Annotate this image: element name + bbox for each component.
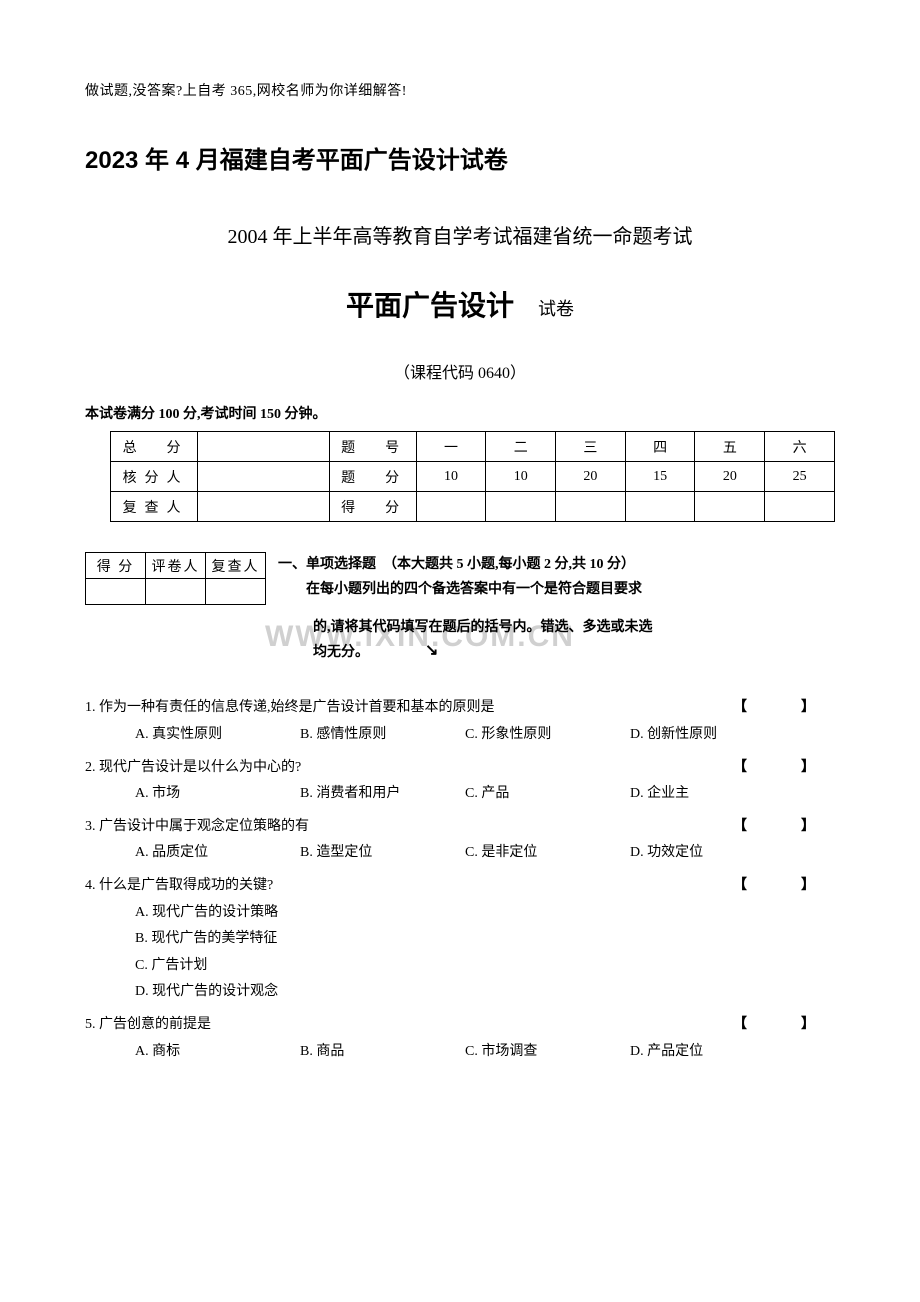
question-2: 2. 现代广告设计是以什么为中心的? 【 】 A. 市场 B. 消费者和用户 C… (85, 755, 835, 808)
course-line: 平面广告设计 试卷 (85, 284, 835, 324)
question-text: 3. 广告设计中属于观念定位策略的有 (85, 814, 733, 841)
cell (625, 492, 695, 522)
option-c: C. 是非定位 (465, 840, 630, 867)
cell (556, 492, 626, 522)
answer-bracket: 【 】 (733, 1012, 835, 1039)
answer-bracket: 【 】 (733, 695, 835, 722)
option-a: A. 市场 (135, 781, 300, 808)
table-row (86, 579, 266, 605)
cell (695, 492, 765, 522)
options-row: A. 市场 B. 消费者和用户 C. 产品 D. 企业主 (85, 781, 835, 808)
option-d: D. 创新性原则 (630, 722, 795, 749)
cell: 15 (625, 462, 695, 492)
options-row: A. 商标 B. 商品 C. 市场调查 D. 产品定位 (85, 1039, 835, 1066)
grader-table: 得 分 评卷人 复查人 (85, 552, 266, 605)
cell: 10 (416, 462, 486, 492)
table-row: 得 分 评卷人 复查人 (86, 553, 266, 579)
course-type: 试卷 (538, 299, 574, 319)
section-inst-line: 均无分。 (313, 640, 835, 665)
cell-empty (86, 579, 146, 605)
option-a: A. 现代广告的设计策略 (135, 900, 835, 927)
option-a: A. 真实性原则 (135, 722, 300, 749)
answer-bracket: 【 】 (733, 755, 835, 782)
cell: 五 (695, 432, 765, 462)
cell (765, 492, 835, 522)
option-d: D. 产品定位 (630, 1039, 795, 1066)
question-3: 3. 广告设计中属于观念定位策略的有 【 】 A. 品质定位 B. 造型定位 C… (85, 814, 835, 867)
section-instructions: 一、单项选择题 （本大题共 5 小题,每小题 2 分,共 10 分） 在每小题列… (278, 552, 835, 602)
cell (416, 492, 486, 522)
option-b: B. 消费者和用户 (300, 781, 465, 808)
exam-subtitle: 2004 年上半年高等教育自学考试福建省统一命题考试 (85, 220, 835, 249)
option-a: A. 品质定位 (135, 840, 300, 867)
course-name: 平面广告设计 (346, 290, 514, 321)
answer-bracket: 【 】 (733, 814, 835, 841)
option-d: D. 现代广告的设计观念 (135, 979, 835, 1006)
course-code: （课程代码 0640） (85, 359, 835, 383)
option-d: D. 功效定位 (630, 840, 795, 867)
main-title: 2023 年 4 月福建自考平面广告设计试卷 (85, 140, 835, 175)
question-text: 5. 广告创意的前提是 (85, 1012, 733, 1039)
cell-reviewer: 复查人 (206, 553, 266, 579)
cell-score: 得 分 (86, 553, 146, 579)
cell: 10 (486, 462, 556, 492)
cell-reviewer-label: 复查人 (111, 492, 198, 522)
question-5: 5. 广告创意的前提是 【 】 A. 商标 B. 商品 C. 市场调查 D. 产… (85, 1012, 835, 1065)
section-header-row: 得 分 评卷人 复查人 一、单项选择题 （本大题共 5 小题,每小题 2 分,共… (85, 552, 835, 605)
cell-obtained-score-label: 得 分 (329, 492, 416, 522)
arrow-mark: ↘ (425, 637, 438, 666)
cell-empty (198, 492, 329, 522)
option-b: B. 现代广告的美学特征 (135, 926, 835, 953)
cell: 25 (765, 462, 835, 492)
cell: 一 (416, 432, 486, 462)
cell: 二 (486, 432, 556, 462)
score-table: 总 分 题 号 一 二 三 四 五 六 核分人 题 分 10 10 20 15 … (110, 431, 835, 522)
cell-empty (206, 579, 266, 605)
section-inst-continuation: WWW.IXIN.COM.CN 的,请将其代码填写在题后的括号内。错选、多选或未… (85, 615, 835, 665)
table-row: 总 分 题 号 一 二 三 四 五 六 (111, 432, 835, 462)
cell: 20 (556, 462, 626, 492)
cell (486, 492, 556, 522)
cell-empty (146, 579, 206, 605)
option-d: D. 企业主 (630, 781, 795, 808)
cell: 三 (556, 432, 626, 462)
exam-info: 本试卷满分 100 分,考试时间 150 分钟。 (85, 403, 835, 423)
option-c: C. 市场调查 (465, 1039, 630, 1066)
cell-checker-label: 核分人 (111, 462, 198, 492)
table-row: 核分人 题 分 10 10 20 15 20 25 (111, 462, 835, 492)
cell-grader: 评卷人 (146, 553, 206, 579)
cell-section-num-label: 题 号 (329, 432, 416, 462)
option-c: C. 产品 (465, 781, 630, 808)
question-4: 4. 什么是广告取得成功的关键? 【 】 A. 现代广告的设计策略 B. 现代广… (85, 873, 835, 1006)
cell: 四 (625, 432, 695, 462)
table-row: 复查人 得 分 (111, 492, 835, 522)
question-1: 1. 作为一种有责任的信息传递,始终是广告设计首要和基本的原则是 【 】 A. … (85, 695, 835, 748)
option-b: B. 感情性原则 (300, 722, 465, 749)
questions-container: 1. 作为一种有责任的信息传递,始终是广告设计首要和基本的原则是 【 】 A. … (85, 695, 835, 1065)
question-text: 4. 什么是广告取得成功的关键? (85, 873, 733, 900)
cell-section-score-label: 题 分 (329, 462, 416, 492)
option-c: C. 形象性原则 (465, 722, 630, 749)
cell-total-score-label: 总 分 (111, 432, 198, 462)
question-text: 1. 作为一种有责任的信息传递,始终是广告设计首要和基本的原则是 (85, 695, 733, 722)
question-text: 2. 现代广告设计是以什么为中心的? (85, 755, 733, 782)
cell: 六 (765, 432, 835, 462)
answer-bracket: 【 】 (733, 873, 835, 900)
options-vertical: A. 现代广告的设计策略 B. 现代广告的美学特征 C. 广告计划 D. 现代广… (85, 900, 835, 1006)
options-row: A. 品质定位 B. 造型定位 C. 是非定位 D. 功效定位 (85, 840, 835, 867)
option-b: B. 商品 (300, 1039, 465, 1066)
option-c: C. 广告计划 (135, 953, 835, 980)
cell: 20 (695, 462, 765, 492)
option-b: B. 造型定位 (300, 840, 465, 867)
option-a: A. 商标 (135, 1039, 300, 1066)
section-inst-line: 在每小题列出的四个备选答案中有一个是符合题目要求 (278, 577, 835, 602)
options-row: A. 真实性原则 B. 感情性原则 C. 形象性原则 D. 创新性原则 (85, 722, 835, 749)
cell-empty (198, 432, 329, 462)
score-table-container: 总 分 题 号 一 二 三 四 五 六 核分人 题 分 10 10 20 15 … (85, 431, 835, 522)
header-note: 做试题,没答案?上自考 365,网校名师为你详细解答! (85, 80, 835, 100)
section-inst-line: 的,请将其代码填写在题后的括号内。错选、多选或未选 (313, 615, 835, 640)
cell-empty (198, 462, 329, 492)
section-title: 一、单项选择题 （本大题共 5 小题,每小题 2 分,共 10 分） (278, 552, 835, 577)
